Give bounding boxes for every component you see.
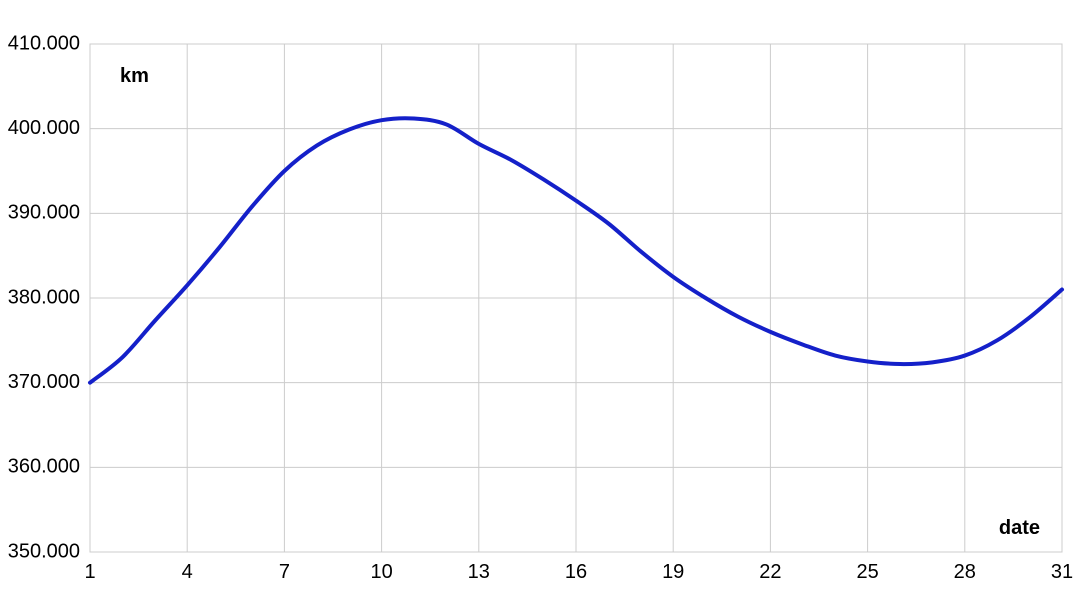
svg-text:410.000: 410.000 bbox=[8, 32, 80, 54]
svg-text:22: 22 bbox=[759, 561, 781, 583]
svg-text:1: 1 bbox=[84, 561, 95, 583]
svg-text:400.000: 400.000 bbox=[8, 117, 80, 139]
svg-text:7: 7 bbox=[279, 561, 290, 583]
svg-text:350.000: 350.000 bbox=[8, 540, 80, 562]
svg-text:31: 31 bbox=[1051, 561, 1073, 583]
svg-text:13: 13 bbox=[468, 561, 490, 583]
plot-background bbox=[0, 0, 1082, 602]
chart-container: Topocentric Distance 350.000360.000370.0… bbox=[0, 0, 1082, 602]
svg-text:10: 10 bbox=[370, 561, 392, 583]
y-unit-label: km bbox=[120, 65, 149, 87]
svg-text:25: 25 bbox=[856, 561, 878, 583]
x-unit-label: date bbox=[999, 517, 1040, 539]
svg-text:360.000: 360.000 bbox=[8, 456, 80, 478]
svg-text:390.000: 390.000 bbox=[8, 202, 80, 224]
svg-text:380.000: 380.000 bbox=[8, 286, 80, 308]
svg-text:370.000: 370.000 bbox=[8, 371, 80, 393]
svg-text:28: 28 bbox=[954, 561, 976, 583]
svg-text:16: 16 bbox=[565, 561, 587, 583]
svg-text:19: 19 bbox=[662, 561, 684, 583]
svg-text:4: 4 bbox=[182, 561, 193, 583]
chart-svg: 350.000 360.000 370.000 380.000 390.000 400.0… bbox=[0, 0, 1082, 602]
